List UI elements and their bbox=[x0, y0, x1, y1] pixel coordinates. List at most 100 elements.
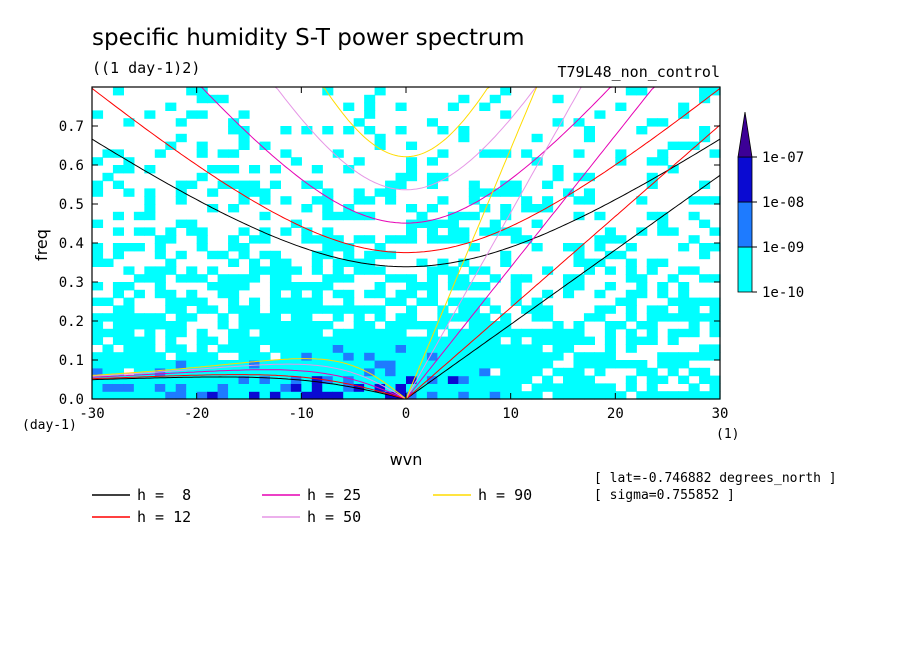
power-cell bbox=[510, 180, 522, 189]
power-cell bbox=[228, 258, 240, 267]
power-cell bbox=[112, 250, 124, 260]
power-cell bbox=[112, 289, 124, 299]
power-cell bbox=[583, 258, 595, 267]
power-cell bbox=[437, 336, 449, 345]
power-cell bbox=[112, 360, 124, 369]
power-cell bbox=[646, 118, 658, 127]
power-cell bbox=[311, 391, 323, 400]
y-tick-label: 0.0 bbox=[59, 392, 84, 408]
power-cell bbox=[364, 352, 376, 361]
power-cell bbox=[510, 336, 522, 345]
power-cell bbox=[186, 110, 198, 119]
power-cell bbox=[196, 149, 208, 158]
power-cell bbox=[290, 383, 302, 392]
power-cell bbox=[269, 266, 281, 275]
power-cell bbox=[667, 274, 679, 283]
power-cell bbox=[186, 360, 198, 369]
power-cell bbox=[165, 258, 177, 267]
power-cell bbox=[416, 352, 428, 361]
power-cell bbox=[458, 282, 470, 291]
power-cell bbox=[238, 313, 250, 322]
power-cell bbox=[678, 313, 690, 322]
power-cell bbox=[636, 87, 648, 96]
power-cell bbox=[500, 367, 512, 377]
power-cell bbox=[269, 336, 281, 345]
y-tick-label: 0.2 bbox=[59, 314, 84, 330]
power-cell bbox=[217, 289, 229, 299]
power-cell bbox=[196, 336, 208, 345]
power-cell bbox=[301, 305, 313, 314]
power-cell bbox=[102, 149, 114, 158]
power-cell bbox=[259, 250, 271, 260]
x-tick-label: -30 bbox=[79, 406, 104, 422]
power-cell bbox=[343, 391, 355, 400]
power-cell bbox=[458, 367, 470, 377]
power-cell bbox=[479, 313, 491, 322]
power-cell bbox=[322, 321, 334, 330]
power-cell bbox=[322, 391, 334, 400]
power-cell bbox=[332, 258, 344, 267]
power-cell bbox=[249, 305, 261, 314]
power-cell bbox=[238, 141, 250, 150]
power-cell bbox=[437, 266, 449, 275]
power-cell bbox=[301, 344, 313, 353]
power-cell bbox=[426, 227, 438, 236]
power-cell bbox=[154, 360, 166, 369]
power-cell bbox=[678, 391, 690, 400]
power-cell bbox=[332, 367, 344, 377]
power-cell bbox=[322, 360, 334, 369]
power-cell bbox=[625, 266, 637, 275]
power-cell bbox=[688, 352, 700, 361]
power-cell bbox=[594, 110, 606, 119]
power-cell bbox=[521, 360, 533, 369]
power-cell bbox=[594, 352, 606, 361]
power-cell bbox=[154, 375, 166, 384]
chart-title: specific humidity S-T power spectrum bbox=[92, 25, 524, 51]
power-cell bbox=[500, 375, 512, 384]
power-cell bbox=[280, 375, 292, 384]
rossby-curve-h50 bbox=[91, 363, 407, 400]
power-cell bbox=[207, 367, 219, 377]
power-cell bbox=[395, 344, 407, 353]
power-cell bbox=[165, 235, 177, 244]
power-cell bbox=[437, 126, 449, 135]
power-cell bbox=[102, 344, 114, 353]
power-cell bbox=[542, 266, 554, 275]
power-cell bbox=[573, 172, 585, 182]
power-cell bbox=[615, 360, 627, 369]
power-cell bbox=[573, 282, 585, 291]
power-cell bbox=[259, 266, 271, 275]
power-cell bbox=[112, 165, 124, 174]
power-cell bbox=[678, 305, 690, 314]
power-cell bbox=[133, 375, 145, 384]
power-cell bbox=[688, 367, 700, 377]
power-cell bbox=[165, 305, 177, 314]
power-cell bbox=[489, 352, 501, 361]
power-cell bbox=[395, 352, 407, 361]
power-cell bbox=[583, 336, 595, 345]
power-cell bbox=[207, 282, 219, 291]
power-cell bbox=[447, 391, 459, 400]
plot-area bbox=[91, 86, 721, 400]
power-cell bbox=[112, 305, 124, 314]
power-cell bbox=[678, 243, 690, 252]
power-cell bbox=[542, 383, 554, 392]
y-tick-label: 0.4 bbox=[59, 236, 84, 252]
power-cell bbox=[531, 133, 543, 143]
power-cell bbox=[92, 383, 104, 392]
power-cell bbox=[290, 352, 302, 361]
power-cell bbox=[489, 383, 501, 392]
power-cell bbox=[165, 336, 177, 345]
power-cell bbox=[395, 313, 407, 322]
power-cell bbox=[699, 243, 711, 252]
power-cell bbox=[165, 367, 177, 377]
power-cell bbox=[238, 110, 250, 119]
power-cell bbox=[636, 126, 648, 135]
power-cell bbox=[353, 344, 365, 353]
power-cell bbox=[468, 367, 480, 377]
power-cell bbox=[468, 328, 480, 338]
power-cell bbox=[123, 188, 135, 197]
power-cell bbox=[322, 274, 334, 283]
power-cell bbox=[542, 305, 554, 314]
power-cell bbox=[594, 243, 606, 252]
